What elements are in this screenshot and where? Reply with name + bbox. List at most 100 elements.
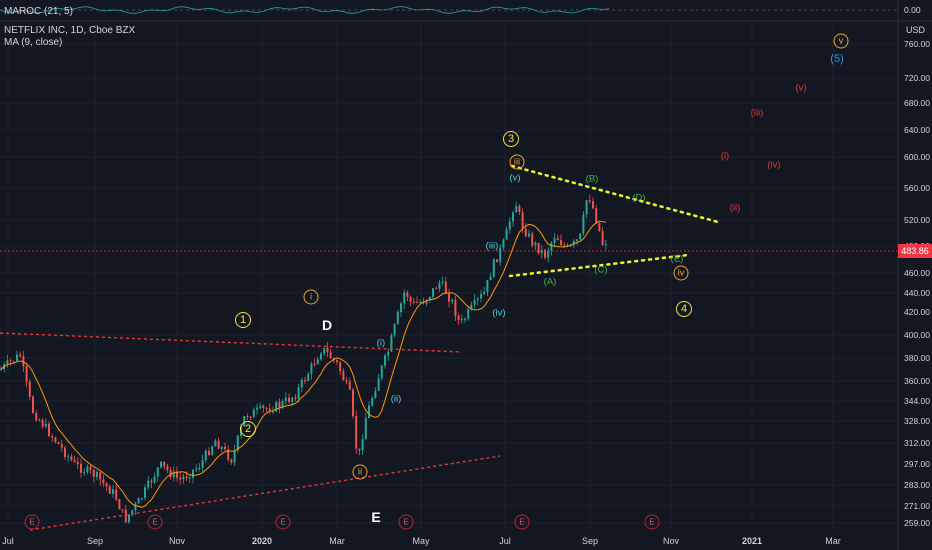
wave-5-label: (5)	[830, 53, 844, 65]
candle-body	[486, 280, 489, 292]
symbol-legend[interactable]: NETFLIX INC, 1D, Cboe BZX	[4, 25, 135, 37]
candle-body	[409, 296, 412, 302]
candle-body	[403, 292, 406, 304]
candle-body	[83, 472, 86, 474]
candle-body	[201, 460, 204, 468]
ma-legend[interactable]: MA (9, close)	[4, 37, 62, 49]
candle-body	[121, 509, 124, 511]
candle-body	[400, 303, 402, 312]
candle-body	[41, 420, 44, 427]
candle-body	[457, 315, 460, 321]
candle-body	[192, 469, 194, 478]
price-axis-label: 720.00	[904, 73, 930, 83]
candle-body	[374, 390, 377, 399]
candle-body	[572, 240, 575, 245]
candle-body	[230, 459, 233, 463]
candle-body	[508, 221, 511, 230]
candle-body	[224, 446, 226, 450]
candle-body	[307, 374, 310, 381]
candle-body	[454, 299, 457, 316]
candle-body	[249, 416, 252, 418]
wave-v-red-label: (v)	[795, 82, 807, 94]
candle-body	[128, 514, 130, 523]
candle-body	[182, 476, 185, 480]
wave-iii-cyan-label: (iii)	[485, 240, 499, 252]
wave-ii-cyan-label: (ii)	[390, 393, 402, 405]
candle-body	[492, 259, 495, 277]
candle-body	[284, 397, 287, 401]
wave-i-red-label: (i)	[720, 150, 730, 162]
candle-body	[348, 381, 351, 390]
candle-body	[428, 296, 431, 301]
candlestick-series[interactable]	[0, 194, 607, 524]
candle-body	[16, 354, 18, 362]
candle-body	[259, 405, 262, 408]
time-axis-label: Sep	[86, 536, 104, 546]
time-axis-label: Nov	[662, 536, 680, 546]
candle-body	[214, 440, 217, 447]
candle-body	[294, 397, 297, 399]
candle-body	[432, 288, 434, 297]
candle-body	[233, 450, 236, 463]
price-axis-label: 400.00	[904, 330, 930, 340]
candle-body	[595, 208, 598, 223]
candle-body	[604, 244, 607, 245]
candle-body	[361, 439, 364, 451]
candle-body	[64, 447, 66, 457]
wave-i-cyan-label: (i)	[376, 337, 386, 349]
price-axis-label: 259.00	[904, 518, 930, 528]
maroc-legend[interactable]: MAROC (21, 5)	[4, 6, 73, 18]
candle-body	[438, 282, 441, 289]
earnings-badge[interactable]: E	[147, 514, 163, 530]
candle-body	[419, 301, 422, 303]
time-axis-label: Jul	[2, 536, 14, 546]
candle-body	[208, 450, 210, 455]
candle-body	[144, 487, 146, 498]
candle-body	[313, 363, 316, 365]
candle-body	[528, 233, 530, 237]
pattern-D-label: D	[321, 317, 333, 333]
candle-body	[371, 398, 374, 406]
candle-body	[19, 354, 22, 357]
candle-body	[441, 281, 444, 283]
candle-body	[576, 239, 578, 241]
candle-body	[518, 205, 521, 212]
candle-body	[358, 448, 361, 451]
oscillator-pane	[0, 6, 898, 14]
earnings-badge[interactable]: E	[275, 514, 291, 530]
candle-body	[96, 472, 98, 477]
price-axis-label: 680.00	[904, 98, 930, 108]
earnings-badge[interactable]: E	[398, 514, 414, 530]
candle-body	[556, 238, 559, 241]
candle-body	[598, 222, 601, 231]
candle-body	[304, 379, 306, 381]
candle-body	[406, 292, 409, 297]
wave-v-cyan-label: (v)	[509, 172, 521, 184]
candle-body	[163, 461, 166, 467]
candle-body	[547, 250, 550, 258]
candle-body	[579, 233, 582, 240]
candle-body	[531, 233, 534, 246]
candle-body	[60, 444, 63, 448]
earnings-badge[interactable]: E	[514, 514, 530, 530]
candle-body	[390, 335, 393, 352]
trend-lines[interactable]	[0, 164, 720, 531]
candle-body	[300, 379, 303, 388]
currency-label[interactable]: USD	[906, 25, 926, 35]
wave-i-orange-label: i	[303, 289, 319, 305]
lower-red-trendline	[29, 455, 501, 531]
candle-body	[444, 281, 447, 294]
oscillator-zero-label: 0.00	[904, 5, 921, 15]
candle-body	[320, 353, 322, 360]
candle-body	[112, 489, 114, 494]
wave-2-label: 2	[240, 421, 256, 437]
earnings-badge[interactable]: E	[644, 514, 660, 530]
candle-body	[9, 360, 12, 362]
earnings-badge[interactable]: E	[24, 514, 40, 530]
oscillator-line	[0, 6, 610, 14]
candle-body	[89, 466, 92, 470]
candle-body	[310, 363, 313, 375]
wave-4-label: 4	[676, 301, 692, 317]
candle-body	[476, 298, 479, 300]
